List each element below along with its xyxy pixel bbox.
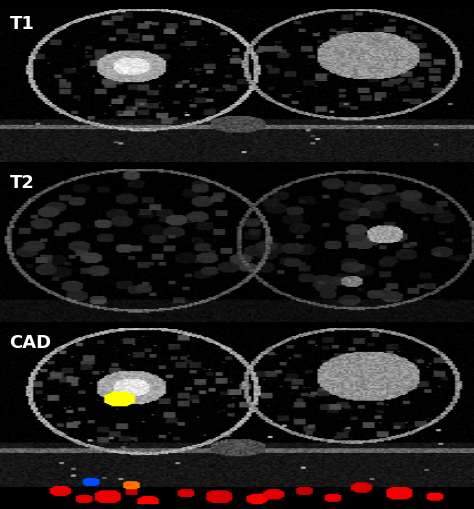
Text: T1: T1 xyxy=(9,15,34,33)
Text: T2: T2 xyxy=(9,174,34,192)
Text: CAD: CAD xyxy=(9,333,52,352)
